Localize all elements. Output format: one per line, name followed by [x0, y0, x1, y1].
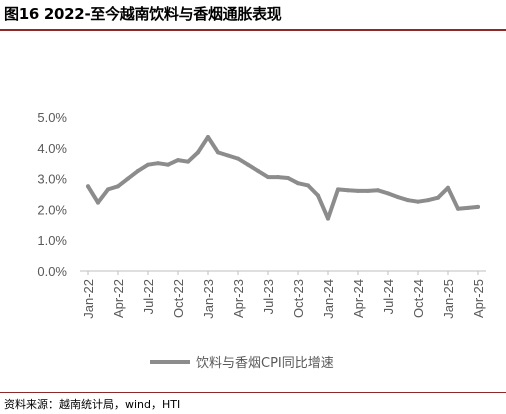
data-point [406, 198, 410, 203]
data-point [136, 168, 140, 173]
x-tick-label: Oct-23 [291, 279, 306, 318]
data-point [316, 193, 320, 198]
data-point [86, 184, 90, 189]
x-tick-label: Jul-23 [261, 279, 276, 314]
title-rule [0, 29, 506, 31]
data-point [176, 158, 180, 163]
data-point [306, 183, 310, 188]
data-point [226, 153, 230, 158]
source-rule [0, 392, 506, 393]
data-point [246, 162, 250, 167]
data-point [206, 135, 210, 140]
data-point [466, 205, 470, 210]
x-tick-label: Jul-24 [381, 279, 396, 314]
series-line [86, 135, 480, 221]
data-point [326, 216, 330, 221]
data-point [276, 175, 280, 180]
data-point [266, 175, 270, 180]
data-point [216, 150, 220, 155]
y-tick-label: 2.0% [37, 202, 67, 217]
data-point [156, 161, 160, 166]
x-tick-label: Jan-25 [441, 279, 456, 319]
source-note: 资料来源：越南统计局，wind，HTI [4, 398, 181, 411]
data-point [396, 195, 400, 200]
x-tick-label: Jan-24 [321, 279, 336, 319]
y-axis: 0.0% 1.0% 2.0% 3.0% 4.0% 5.0% [37, 110, 67, 279]
legend-label: 饮料与香烟CPI同比增速 [196, 356, 334, 371]
legend: 饮料与香烟CPI同比增速 [150, 356, 334, 371]
data-point [436, 195, 440, 200]
data-point [256, 168, 260, 173]
data-point [146, 162, 150, 167]
data-point [336, 187, 340, 192]
y-tick-label: 4.0% [37, 141, 67, 156]
x-tick-label: Apr-23 [231, 279, 246, 318]
data-point [426, 198, 430, 203]
data-point [186, 159, 190, 164]
data-point [386, 191, 390, 196]
x-tick-label: Oct-24 [411, 279, 426, 318]
data-point [446, 185, 450, 190]
x-tick-label: Oct-22 [171, 279, 186, 318]
data-point [126, 176, 130, 181]
data-point [166, 162, 170, 167]
data-point [236, 156, 240, 161]
x-tick-label: Jan-22 [81, 279, 96, 319]
data-point [346, 188, 350, 193]
x-tick-label: Apr-25 [471, 279, 486, 318]
data-point [416, 199, 420, 204]
data-point [296, 181, 300, 186]
y-tick-label: 3.0% [37, 172, 67, 187]
data-point [96, 200, 100, 205]
y-tick-label: 1.0% [37, 233, 67, 248]
data-point [366, 188, 370, 193]
data-point [286, 175, 290, 180]
y-tick-label: 0.0% [37, 264, 67, 279]
line-chart: 0.0% 1.0% 2.0% 3.0% 4.0% 5.0% Jan-22 Apr-22 Jul… [37, 110, 486, 371]
data-point [376, 188, 380, 193]
data-point [116, 184, 120, 189]
data-point [356, 188, 360, 193]
x-tick-label: Apr-24 [351, 279, 366, 318]
figure-title: 图16 2022-至今越南饮料与香烟通胀表现 [4, 5, 282, 23]
y-tick-label: 5.0% [37, 110, 67, 125]
data-point [456, 206, 460, 211]
series-points [86, 135, 480, 221]
data-point [476, 204, 480, 209]
x-axis: Jan-22 Apr-22 Jul-22 Oct-22 Jan-23 Apr-23 Jul-… [81, 271, 486, 319]
data-point [106, 187, 110, 192]
x-tick-label: Jul-22 [141, 279, 156, 314]
x-tick-label: Jan-23 [201, 279, 216, 319]
x-tick-label: Apr-22 [111, 279, 126, 318]
data-point [196, 150, 200, 155]
